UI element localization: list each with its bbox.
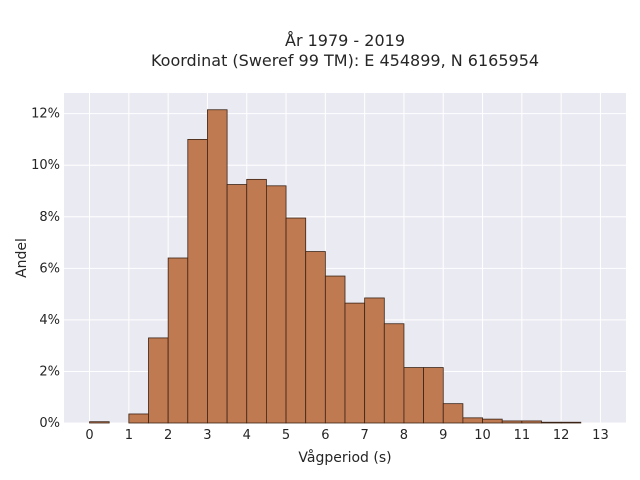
x-tick-label: 3 <box>203 428 211 443</box>
histogram-bar <box>383 323 405 424</box>
histogram-bar <box>148 337 169 424</box>
chart-title-line1: År 1979 - 2019 <box>285 31 405 50</box>
x-axis-label: Vågperiod (s) <box>298 449 391 466</box>
histogram-bar <box>482 418 503 424</box>
histogram-bars <box>89 109 582 424</box>
y-tick-label: 0% <box>39 416 60 431</box>
y-tick-label: 4% <box>39 313 60 328</box>
y-axis-label: Andel <box>14 238 30 278</box>
x-tick-label: 8 <box>400 428 408 443</box>
y-tick-label: 10% <box>31 158 60 173</box>
histogram-bar <box>541 421 562 424</box>
histogram-bar <box>89 421 110 424</box>
y-tick-labels: 0% 2% 4% 6% 8% 10% 12% <box>31 107 60 431</box>
x-tick-label: 7 <box>361 428 369 443</box>
histogram-bar <box>305 251 326 424</box>
histogram-bar <box>207 109 228 424</box>
x-tick-label: 0 <box>85 428 93 443</box>
histogram-bar <box>226 184 248 424</box>
x-tick-label: 1 <box>125 428 133 443</box>
chart-title-line2: Koordinat (Sweref 99 TM): E 454899, N 61… <box>151 51 539 70</box>
x-tick-label: 5 <box>282 428 290 443</box>
histogram-bar <box>285 217 307 424</box>
y-tick-label: 12% <box>31 107 60 122</box>
x-tick-label: 13 <box>592 428 609 443</box>
x-tick-label: 2 <box>164 428 172 443</box>
histogram-bar <box>167 257 189 424</box>
histogram-bar <box>324 275 346 424</box>
x-tick-label: 6 <box>321 428 329 443</box>
x-tick-labels: 0 1 2 3 4 5 6 7 8 9 10 11 12 13 <box>85 428 608 443</box>
histogram-bar <box>128 413 149 424</box>
histogram-bar <box>364 297 385 424</box>
histogram-bar <box>560 421 582 424</box>
y-tick-label: 8% <box>39 210 60 225</box>
x-tick-label: 12 <box>553 428 570 443</box>
histogram-bar <box>246 178 267 424</box>
y-tick-label: 2% <box>39 364 60 379</box>
y-tick-label: 6% <box>39 261 60 276</box>
x-tick-label: 4 <box>243 428 251 443</box>
histogram-bar <box>442 403 464 424</box>
histogram-bar <box>423 367 444 424</box>
x-tick-label: 10 <box>474 428 491 443</box>
x-tick-label: 11 <box>514 428 531 443</box>
histogram-bar <box>187 139 208 424</box>
x-tick-label: 9 <box>439 428 447 443</box>
histogram-bar <box>462 417 483 424</box>
histogram-bar <box>501 420 523 424</box>
histogram-bar <box>344 302 366 424</box>
histogram-bar <box>521 420 542 424</box>
histogram-bar <box>403 367 425 424</box>
histogram-bar <box>265 185 287 424</box>
